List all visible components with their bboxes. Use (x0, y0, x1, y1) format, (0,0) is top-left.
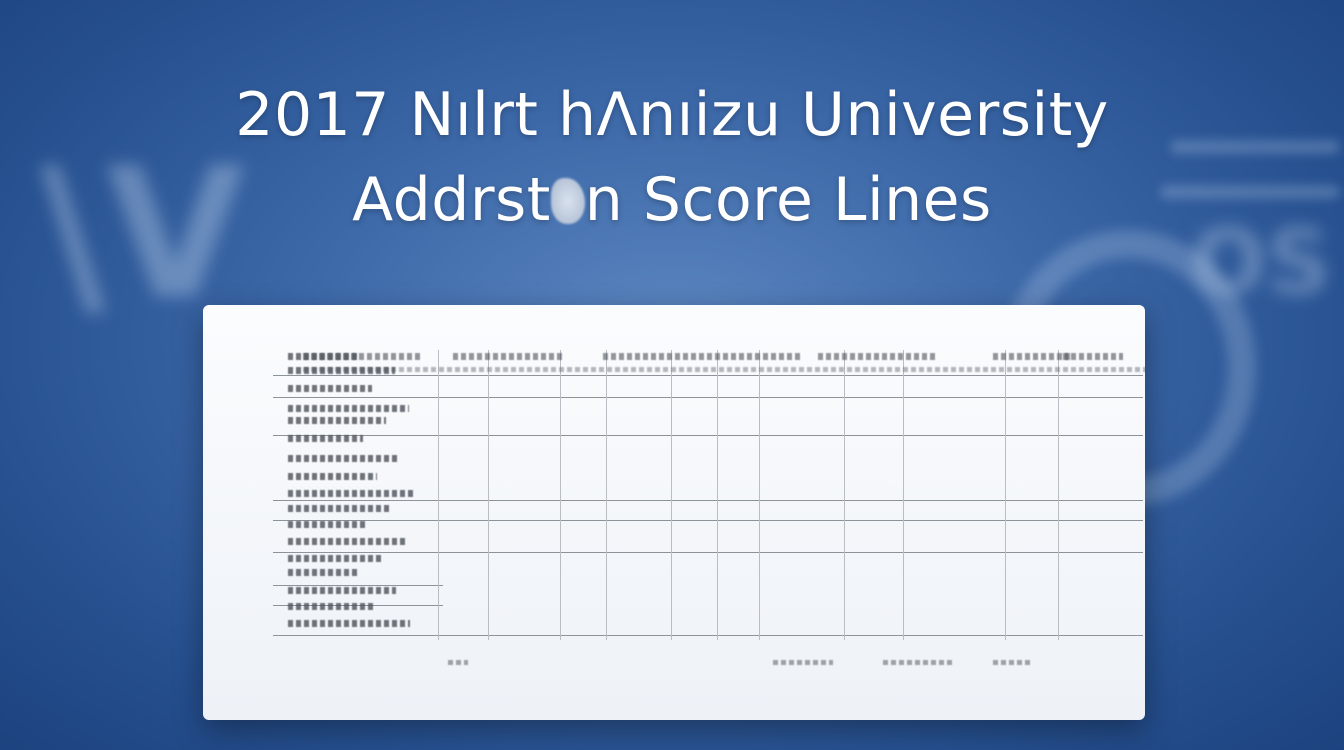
smudge (550, 178, 585, 224)
row-label-text (288, 455, 400, 462)
table-column-rule (606, 350, 607, 640)
header-text (818, 353, 938, 360)
footer-text (993, 660, 1033, 665)
table-rule (273, 375, 1143, 376)
table-column-rule (1058, 350, 1059, 640)
row-label-text (288, 603, 373, 610)
title-line-2-start: Addrst (352, 165, 551, 235)
header-text (993, 353, 1073, 360)
table-column-rule (759, 350, 760, 640)
footer-text (883, 660, 953, 665)
header-text (303, 367, 1145, 372)
header-text (1063, 353, 1123, 360)
table-rule (273, 435, 1143, 436)
row-label-text (288, 587, 396, 594)
table-column-rule (488, 350, 489, 640)
row-label-text (288, 521, 368, 528)
table-column-rule (671, 350, 672, 640)
row-label-text (288, 405, 409, 412)
row-label-text (288, 367, 395, 374)
footer-text (448, 660, 468, 665)
row-label-text (288, 569, 359, 576)
background-bar (1160, 185, 1340, 199)
row-label-text (288, 620, 410, 627)
table-column-rule (844, 350, 845, 640)
title-line-2-end: n Score Lines (584, 165, 992, 235)
table-rule (273, 552, 1143, 553)
footer-text (773, 660, 833, 665)
background-bar (1170, 140, 1340, 154)
title-line-1: 2017 Nılrt hΛnıizu University (235, 80, 1109, 150)
row-label-text (288, 385, 372, 392)
table-column-rule (560, 350, 561, 640)
row-label-text (288, 435, 363, 442)
header-text (453, 353, 563, 360)
row-label-text (288, 490, 414, 497)
row-label-text (288, 505, 391, 512)
background-blurred-letters: \V (40, 130, 246, 339)
table-rule (273, 520, 1143, 521)
table-column-rule (1005, 350, 1006, 640)
score-table-sheet (203, 305, 1145, 720)
row-label-text (288, 555, 382, 562)
table-column-rule (438, 350, 439, 640)
header-text (603, 353, 803, 360)
header-text (303, 353, 423, 360)
row-label-text (288, 417, 386, 424)
row-label-text (288, 473, 377, 480)
table-rule (273, 635, 1143, 636)
title-line-2: Addrst n Score Lines (0, 170, 1344, 230)
table-column-rule (903, 350, 904, 640)
table-rule (273, 500, 1143, 501)
table-rule (273, 397, 1143, 398)
row-label-text (288, 538, 405, 545)
table-rule (273, 585, 443, 586)
table-column-rule (717, 350, 718, 640)
